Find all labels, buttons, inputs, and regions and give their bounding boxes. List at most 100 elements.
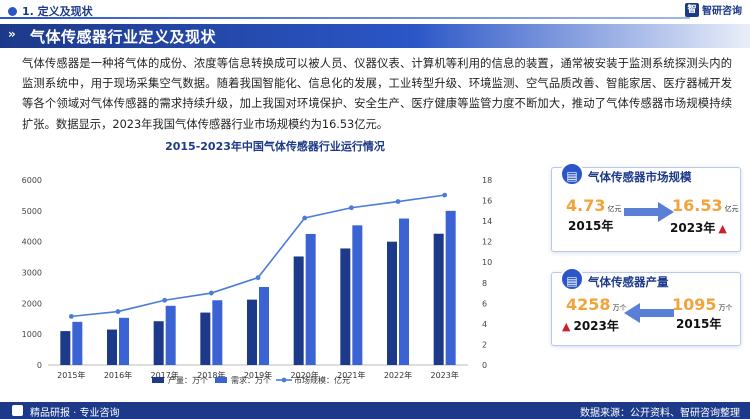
- page-title: 气体传感器行业定义及现状: [30, 28, 217, 46]
- x-tick-label: 2022年: [384, 370, 412, 380]
- line-point: [348, 205, 354, 211]
- y-left-tick-label: 1000: [22, 330, 42, 339]
- x-tick-label: 2021年: [337, 370, 365, 380]
- y-right-tick-label: 4: [482, 320, 487, 329]
- year-text: 2023年: [573, 319, 619, 333]
- output-left-value: 4258 万个: [566, 295, 627, 314]
- y-right-tick-label: 18: [482, 176, 492, 185]
- bar-demand: [259, 286, 269, 365]
- y-left-tick-label: 6000: [22, 176, 42, 185]
- market-size-card: ▤ 气体传感器市场规模 4.73 亿元 2015年 16.53 亿元 2023年 ▲: [551, 162, 741, 252]
- y-left-tick-label: 0: [37, 361, 42, 370]
- value-text: 4.73: [566, 196, 606, 215]
- market-right-year: 2023年 ▲: [670, 217, 727, 236]
- y-left-tick-label: 3000: [22, 269, 42, 278]
- line-point: [68, 313, 74, 319]
- bar-demand: [165, 305, 176, 365]
- bar-demand: [119, 317, 129, 365]
- top-divider: [0, 17, 690, 19]
- chart: 0 1000 2000 3000 4000 5000 6000 0 2 4 6 8 10 12 14 16 18…: [22, 176, 493, 385]
- line-point: [162, 297, 168, 303]
- line-point: [442, 192, 448, 198]
- bar-production: [107, 329, 117, 365]
- unit-text: 亿元: [724, 205, 739, 213]
- y-right-tick-label: 14: [482, 217, 492, 226]
- x-tick-label: 2015年: [57, 370, 85, 380]
- bar-production: [60, 331, 71, 365]
- x-tick-label: 2020年: [290, 370, 318, 380]
- chart-icon: ▤: [560, 162, 584, 186]
- output-card: ▤ 气体传感器产量 4258 万个 ▲ 2023年 1095 万个 2015年: [551, 267, 741, 346]
- bar-production: [340, 248, 351, 365]
- chart-title: 2015-2023年中国气体传感器行业运行情况: [165, 140, 385, 153]
- bar-demand: [352, 225, 363, 365]
- legend-swatch: [215, 377, 227, 383]
- section-label-text: 1. 定义及现状: [22, 5, 93, 18]
- up-arrow-icon: ▲: [718, 222, 727, 235]
- double-chevron-icon: »: [8, 27, 16, 41]
- legend-label: 产量：万个: [168, 375, 208, 385]
- card-header: ▤ 气体传感器市场规模: [552, 162, 740, 190]
- logo-text: 智研咨询: [702, 6, 742, 17]
- bar-production: [200, 312, 211, 365]
- legend-label: 需求：万个: [231, 375, 271, 385]
- y-right-tick-label: 8: [482, 279, 487, 288]
- bar-production: [153, 321, 164, 365]
- y-left-tick-label: 4000: [22, 238, 42, 247]
- card-title: 气体传感器产量: [588, 275, 669, 289]
- bar-demand: [72, 321, 83, 365]
- bar-production: [293, 256, 304, 365]
- footer-left-text: 精品研报 · 专业咨询: [30, 408, 120, 419]
- card-title: 气体传感器市场规模: [588, 170, 692, 184]
- x-tick-label: 2019年: [244, 370, 272, 380]
- x-tick-label: 2016年: [104, 370, 132, 380]
- value-text: 16.53: [672, 196, 723, 215]
- title-band: » 气体传感器行业定义及现状: [0, 24, 750, 48]
- unit-text: 亿元: [607, 205, 622, 213]
- bar-production: [387, 241, 397, 365]
- y-left-tick-label: 5000: [22, 207, 42, 216]
- bar-production: [433, 233, 444, 365]
- line-point: [208, 290, 214, 296]
- line-point: [395, 199, 401, 204]
- logo-icon: 智: [685, 2, 699, 17]
- bar-demand: [445, 210, 456, 365]
- chart-icon: ▤: [560, 267, 584, 291]
- right-arrow-icon: [624, 202, 674, 222]
- market-right-value: 16.53 亿元: [672, 196, 739, 215]
- y-right-tick-label: 12: [482, 238, 492, 247]
- y-right-tick-label: 10: [482, 258, 492, 267]
- line-point: [302, 215, 308, 221]
- bar-demand: [212, 300, 223, 365]
- output-left-year: ▲ 2023年: [562, 315, 619, 334]
- unit-text: 万个: [718, 304, 733, 312]
- year-text: 2023年: [670, 221, 716, 235]
- x-tick-label: 2018年: [197, 370, 225, 380]
- value-text: 4258: [566, 295, 611, 314]
- legend-swatch-point: [281, 377, 287, 383]
- up-arrow-icon: ▲: [562, 320, 571, 333]
- bar-demand: [305, 233, 316, 365]
- market-left-value: 4.73 亿元: [566, 196, 621, 215]
- bar-demand: [399, 218, 409, 365]
- logo: 智 智研咨询: [685, 2, 742, 17]
- y-right-tick-label: 2: [482, 340, 487, 349]
- market-left-year: 2015年: [568, 219, 614, 233]
- unit-text: 万个: [612, 304, 627, 312]
- x-tick-label: 2023年: [430, 370, 458, 380]
- top-bar: 1. 定义及现状 智 智研咨询: [0, 0, 750, 22]
- section-dot-icon: [8, 6, 17, 16]
- y-right-tick-label: 6: [482, 299, 487, 308]
- x-tick-label: 2017年: [150, 370, 178, 380]
- line-point: [255, 275, 261, 281]
- y-left-tick-label: 2000: [22, 299, 42, 308]
- footer-logo-icon: [12, 405, 23, 416]
- line-point: [115, 309, 121, 314]
- intro-paragraph: 气体传感器是一种将气体的成份、浓度等信息转换成可以被人员、仪器仪表、计算机等利用…: [22, 57, 732, 131]
- card-header: ▤ 气体传感器产量: [552, 267, 740, 295]
- bar-production: [247, 299, 257, 365]
- y-right-tick-label: 0: [482, 361, 487, 370]
- footer-source-text: 数据来源：公开资料、智研咨询整理: [580, 408, 740, 419]
- left-arrow-icon: [624, 303, 674, 323]
- y-right-tick-label: 16: [482, 197, 492, 206]
